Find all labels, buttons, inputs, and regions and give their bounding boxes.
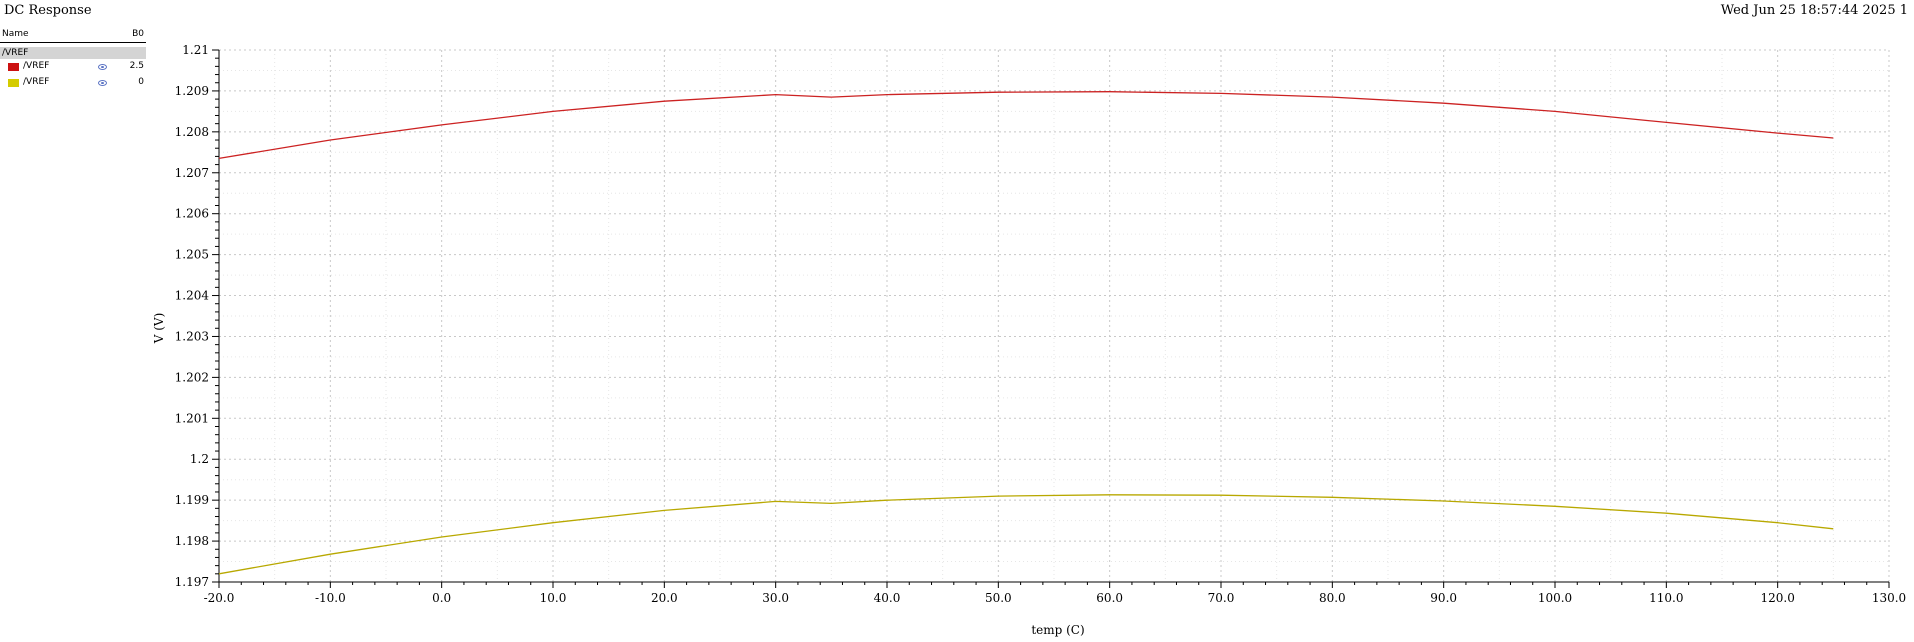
- legend-item-value: 2.5: [129, 61, 144, 71]
- y-tick-label: 1.205: [175, 248, 209, 262]
- legend-name-header: Name: [2, 29, 29, 39]
- legend-swatch: [8, 79, 19, 87]
- x-tick-label: 130.0: [1872, 591, 1906, 605]
- y-tick-label: 1.201: [175, 411, 209, 425]
- legend-item-value: 0: [138, 77, 144, 87]
- legend-group[interactable]: /VREF: [0, 47, 146, 59]
- eye-icon[interactable]: [98, 64, 107, 70]
- x-tick-label: 30.0: [762, 591, 789, 605]
- y-axis-label: V (V): [152, 313, 166, 345]
- y-tick-label: 1.197: [175, 575, 209, 589]
- x-tick-label: 60.0: [1096, 591, 1123, 605]
- x-tick-label: -10.0: [315, 591, 346, 605]
- x-tick-label: -20.0: [204, 591, 235, 605]
- series-line-1: [218, 494, 1834, 575]
- x-axis-label: temp (C): [1031, 623, 1084, 637]
- y-tick-label: 1.207: [175, 166, 209, 180]
- legend-item[interactable]: /VREF 0: [0, 75, 146, 91]
- y-tick-label: 1.204: [175, 289, 210, 303]
- y-tick-label: 1.2: [190, 452, 209, 466]
- y-tick-label: 1.21: [182, 43, 209, 57]
- y-tick-label: 1.203: [175, 329, 209, 343]
- x-tick-label: 100.0: [1538, 591, 1572, 605]
- y-tick-label: 1.206: [175, 207, 209, 221]
- legend-item[interactable]: /VREF 2.5: [0, 59, 146, 75]
- eye-icon[interactable]: [98, 80, 107, 86]
- x-tick-label: 90.0: [1430, 591, 1457, 605]
- legend-item-label: /VREF: [23, 61, 50, 71]
- x-tick-label: 110.0: [1649, 591, 1683, 605]
- datestamp: Wed Jun 25 18:57:44 2025 1: [1720, 3, 1908, 18]
- x-tick-label: 50.0: [985, 591, 1012, 605]
- legend-header: Name B0: [0, 26, 146, 43]
- series-line-0: [218, 91, 1834, 160]
- x-tick-label: 80.0: [1319, 591, 1346, 605]
- y-tick-label: 1.199: [175, 493, 209, 507]
- legend-swatch: [8, 63, 19, 71]
- x-tick-label: 120.0: [1760, 591, 1794, 605]
- grid: [218, 49, 1890, 583]
- x-tick-label: 20.0: [651, 591, 678, 605]
- legend-value-header: B0: [132, 29, 144, 39]
- chart-window-title: DC Response: [4, 3, 92, 18]
- y-tick-label: 1.208: [175, 125, 209, 139]
- legend-item-label: /VREF: [23, 77, 50, 87]
- x-tick-label: 40.0: [874, 591, 901, 605]
- y-tick-label: 1.209: [175, 84, 209, 98]
- y-tick-label: 1.202: [175, 370, 209, 384]
- axes: [218, 50, 1889, 583]
- series-layer: [218, 91, 1834, 575]
- x-tick-label: 70.0: [1208, 591, 1235, 605]
- ticks: -20.0 -10.0 0.0 10.0 20.0 30.0 40.0 50.0 60.0 70.…: [175, 43, 1907, 605]
- x-tick-label: 10.0: [540, 591, 567, 605]
- legend-panel: Name B0 /VREF /VREF 2.5 /VREF 0: [0, 26, 146, 91]
- y-tick-label: 1.198: [175, 534, 209, 548]
- x-tick-label: 0.0: [432, 591, 451, 605]
